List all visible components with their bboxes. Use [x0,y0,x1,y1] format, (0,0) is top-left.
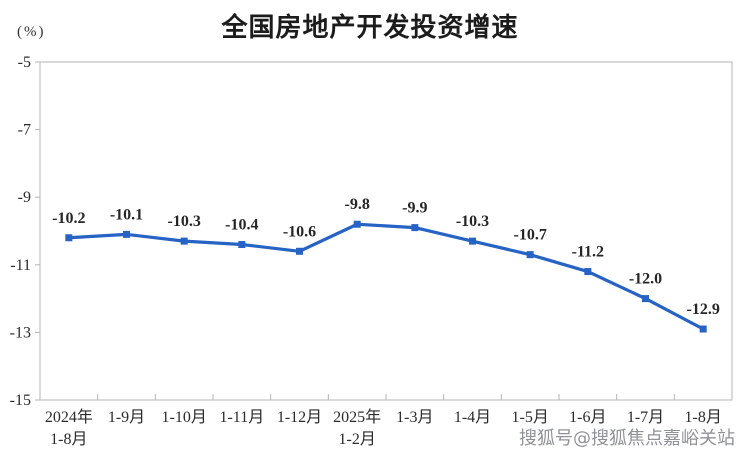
y-tick-label: -5 [18,54,31,71]
data-point-label: -12.9 [687,301,720,318]
x-tick-label: 1-8月 [684,409,721,426]
x-tick-label: 1-4月 [454,409,491,426]
y-tick-label: -9 [18,189,31,206]
x-tick-label: 1-2月 [338,431,375,448]
data-point-marker [296,247,303,255]
data-point-marker [123,230,130,238]
data-point-label: -9.8 [345,196,370,213]
x-tick-label: 1-10月 [161,409,206,426]
x-tick-label: 2025年 [333,408,381,426]
data-point-label: -10.6 [283,223,316,240]
data-point-marker [411,224,419,232]
y-axis-unit-label: (%) [17,24,46,40]
data-point-marker [526,251,534,259]
data-point-marker [238,241,246,249]
y-tick-label: -13 [10,324,31,341]
y-tick-label: -7 [18,122,31,139]
plot-frame [39,61,733,401]
data-point-marker [180,237,188,245]
x-tick-label: 1-11月 [219,409,264,426]
x-tick-label: 1-7月 [627,409,664,426]
data-point-marker [65,234,73,242]
chart-title: 全国房地产开发投资增速 [221,13,519,43]
x-tick-label: 1-12月 [277,409,322,426]
data-point-marker [469,237,476,245]
data-point-label: -11.2 [572,244,604,261]
x-tick-label: 1-6月 [569,409,606,426]
x-tick-label: 2024年 [45,408,93,426]
x-tick-label: 1-9月 [108,409,145,426]
watermark: 搜狐号@搜狐焦点嘉峪关站 [519,428,735,449]
data-point-marker [699,325,707,333]
series-line [67,222,705,331]
y-tick-label: -15 [10,392,31,409]
data-point-label: -10.3 [168,213,201,230]
data-point-marker [353,220,361,228]
data-point-marker [584,268,592,276]
x-tick-label: 1-5月 [511,409,548,426]
y-tick-label: -11 [10,257,31,274]
data-point-label: -10.7 [514,227,547,244]
data-point-label: -10.4 [225,217,258,234]
x-tick-label: 1-8月 [50,431,87,448]
data-point-label: -10.1 [110,206,143,223]
data-point-label: -12.0 [629,271,662,288]
data-point-marker [642,295,649,303]
data-point-label: -10.3 [456,213,489,230]
x-tick-label: 1-3月 [396,409,433,426]
data-point-label: -9.9 [402,200,427,217]
data-point-label: -10.2 [52,210,85,227]
